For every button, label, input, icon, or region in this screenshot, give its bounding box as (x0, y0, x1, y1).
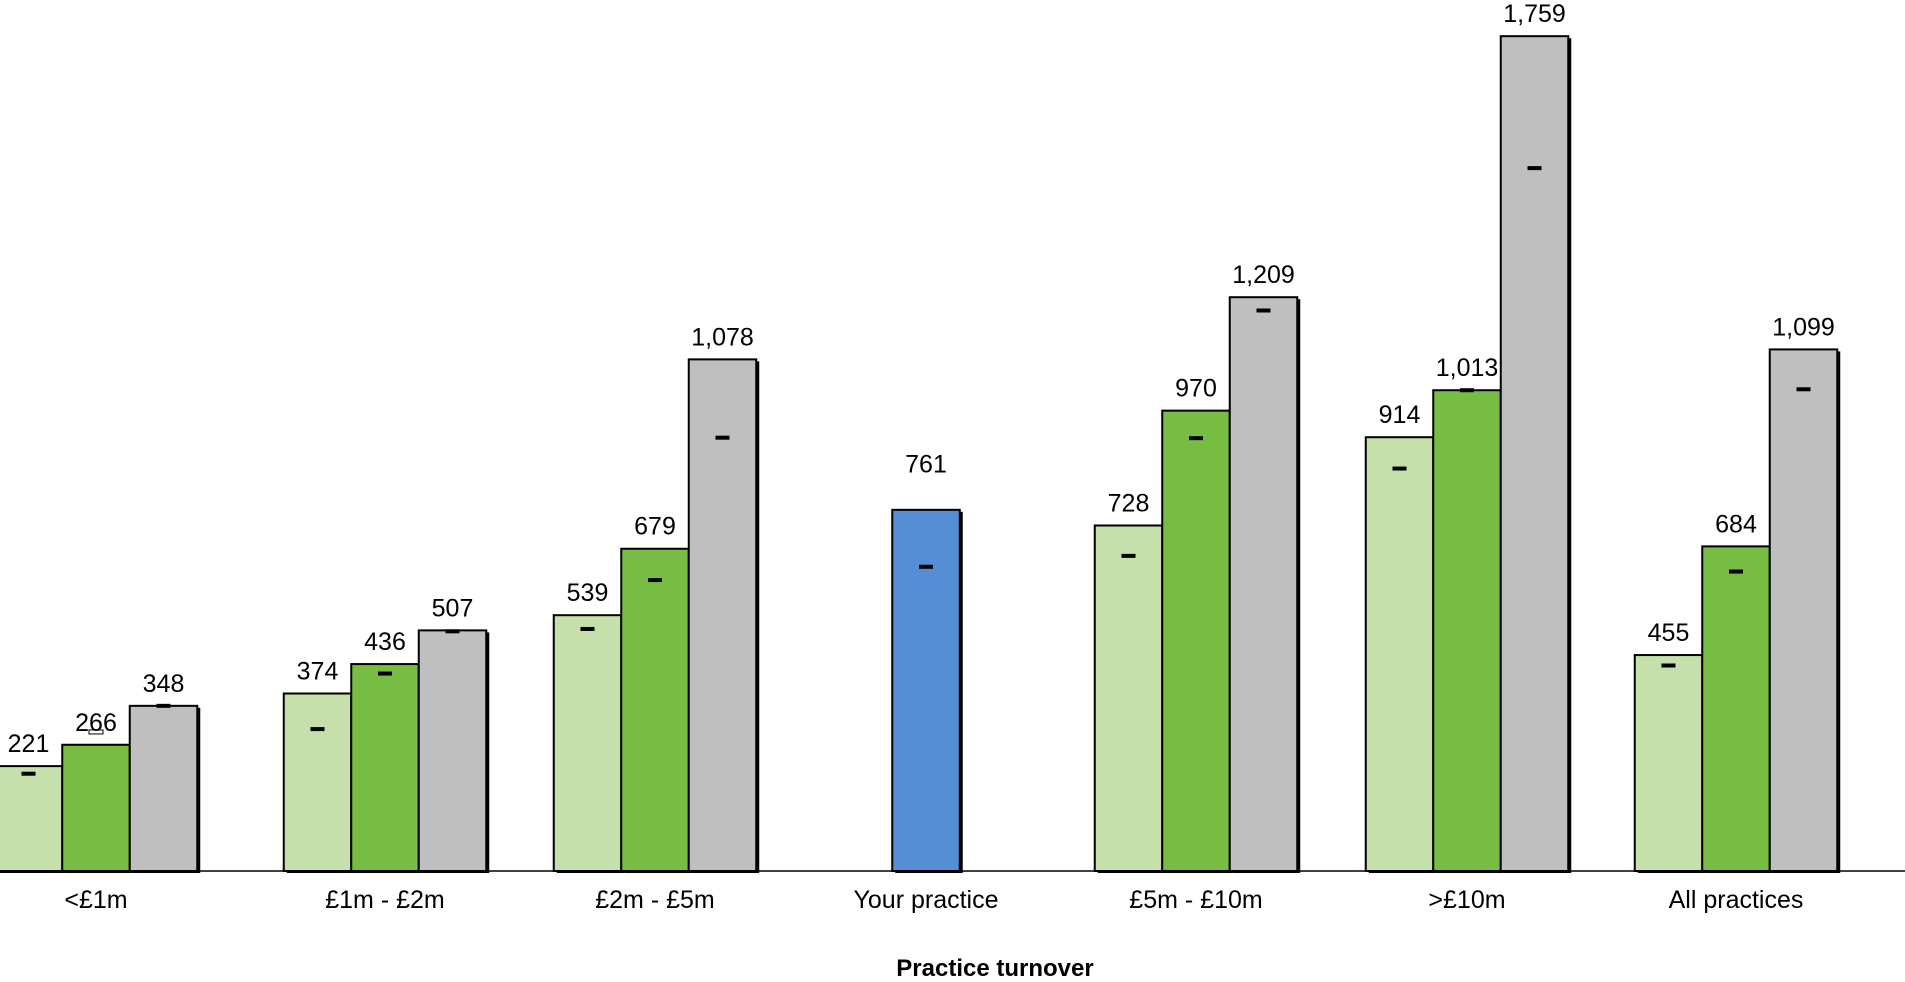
marker-10m-2 (1527, 166, 1542, 171)
bar-1m-2m-1 (350, 663, 420, 872)
value-label-your-practice-0: 761 (905, 451, 947, 479)
category-label-1m-2m: £1m - £2m (325, 886, 444, 914)
value-label-1m-1: 266 (75, 709, 117, 737)
bar-10m-2 (1499, 35, 1570, 873)
marker-1m-2 (156, 703, 171, 708)
marker-1m-2m-1 (378, 671, 392, 676)
bar-1m-0 (0, 765, 64, 872)
marker-5m-10m-1 (1189, 436, 1203, 441)
value-label-10m-0: 914 (1379, 401, 1421, 429)
bar-10m-1 (1432, 389, 1502, 872)
marker-2m-5m-2 (715, 435, 730, 440)
bar-1m-2m-2 (417, 629, 488, 872)
value-label-1m-2m-2: 507 (432, 594, 474, 622)
bar-1m-2 (128, 704, 199, 872)
value-label-10m-2: 1,759 (1503, 0, 1566, 28)
bars-layer (0, 35, 1841, 874)
bar-all-practices-2 (1768, 348, 1839, 872)
bar-your-practice-0 (891, 508, 961, 872)
value-label-2m-5m-1: 679 (634, 513, 676, 541)
bar-2m-5m-0 (552, 614, 623, 873)
bar-10m-0 (1364, 436, 1435, 872)
marker-all-practices-0 (1661, 663, 1676, 668)
value-label-1m-2m-0: 374 (297, 657, 339, 685)
category-label-5m-10m: £5m - £10m (1129, 886, 1262, 914)
category-label-all-practices: All practices (1669, 886, 1804, 914)
value-label-5m-10m-2: 1,209 (1232, 261, 1295, 289)
category-label-10m: >£10m (1428, 886, 1505, 914)
bar-2m-5m-1 (620, 547, 690, 872)
value-label-10m-1: 1,013 (1436, 354, 1499, 382)
value-label-2m-5m-0: 539 (567, 579, 609, 607)
marker-2m-5m-0 (580, 626, 595, 631)
marker-10m-1 (1460, 388, 1474, 393)
category-label-1m: <£1m (64, 886, 127, 914)
bar-all-practices-1 (1701, 545, 1771, 872)
marker-1m-1 (88, 729, 104, 735)
marker-1m-2m-0 (310, 727, 325, 732)
bar-1m-2m-0 (282, 692, 353, 872)
marker-1m-0 (21, 771, 36, 776)
bar-5m-10m-1 (1161, 409, 1231, 872)
value-label-all-practices-2: 1,099 (1772, 313, 1835, 341)
value-label-1m-2m-1: 436 (364, 628, 406, 656)
value-label-5m-10m-1: 970 (1175, 375, 1217, 403)
value-label-all-practices-1: 684 (1715, 510, 1757, 538)
value-label-1m-0: 221 (8, 730, 50, 758)
bar-5m-10m-0 (1093, 524, 1164, 872)
marker-your-practice-0 (919, 564, 933, 569)
value-label-5m-10m-0: 728 (1108, 489, 1150, 517)
value-label-2m-5m-2: 1,078 (691, 323, 754, 351)
bar-all-practices-0 (1633, 654, 1704, 872)
marker-5m-10m-0 (1121, 553, 1136, 558)
x-axis-title: Practice turnover (896, 955, 1093, 982)
labels-layer: 221 266 348 <£1m 374 436 507 £1m - £2m 539 679 1,0… (8, 0, 1835, 914)
category-label-2m-5m: £2m - £5m (595, 886, 714, 914)
marker-1m-2m-2 (445, 629, 460, 634)
bar-5m-10m-2 (1228, 296, 1299, 872)
category-label-your-practice: Your practice (854, 886, 999, 914)
marker-10m-0 (1392, 466, 1407, 471)
value-label-1m-2: 348 (143, 670, 185, 698)
marker-5m-10m-2 (1256, 308, 1271, 313)
bar-2m-5m-2 (687, 358, 758, 872)
value-label-all-practices-0: 455 (1648, 619, 1690, 647)
marker-2m-5m-1 (648, 578, 662, 583)
marker-all-practices-2 (1796, 387, 1811, 392)
bar-1m-1 (61, 743, 131, 873)
marker-all-practices-1 (1729, 569, 1743, 574)
